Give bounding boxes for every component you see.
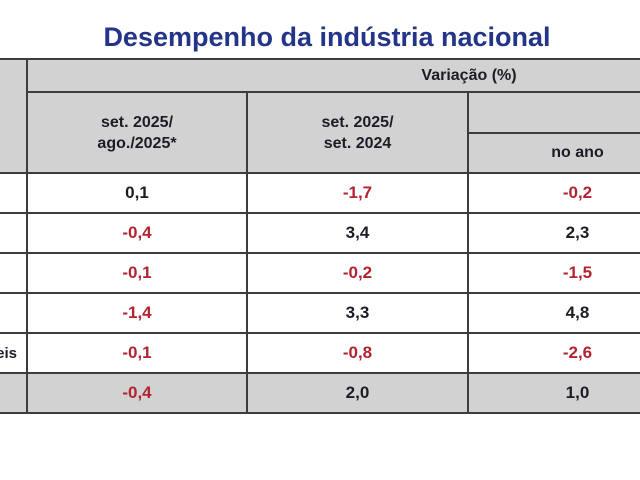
value-cell: 2,3: [469, 214, 640, 254]
value-cell: -0,2: [469, 174, 640, 214]
row-label: [0, 174, 28, 214]
header-line: ago./2025*: [97, 134, 177, 152]
row-label: [0, 254, 28, 294]
col-header-month-vs-prev-year: set. 2025/ set. 2024: [248, 93, 469, 174]
value-cell: -0,8: [248, 334, 469, 374]
value-cell: 0,1: [28, 174, 248, 214]
page-title: Desempenho da indústria nacional: [103, 22, 551, 52]
row-label: [0, 214, 28, 254]
value-cell: 2,0: [248, 374, 469, 414]
value-cell: -1,5: [469, 254, 640, 294]
accumulated-group-header-clipped: [469, 93, 640, 134]
row-label: eis: [0, 334, 28, 374]
header-line: set. 2025/: [321, 113, 394, 131]
value-cell: -0,4: [28, 374, 248, 414]
header-line: set. 2024: [323, 134, 392, 152]
value-cell: 3,3: [248, 294, 469, 334]
value-cell: -1,7: [248, 174, 469, 214]
value-cell: -0,1: [28, 334, 248, 374]
value-cell: -0,4: [28, 214, 248, 254]
value-cell: 4,8: [469, 294, 640, 334]
row-label: [0, 294, 28, 334]
variation-group-header: Variação (%): [28, 60, 640, 93]
row-label: [0, 374, 28, 414]
col-header-year-to-date: no ano: [469, 134, 640, 174]
header-line: set. 2025/: [100, 113, 174, 131]
table-corner-cell: [0, 60, 28, 174]
value-cell: 1,0: [469, 374, 640, 414]
col-header-month-vs-prev-month: set. 2025/ ago./2025*: [28, 93, 248, 174]
value-cell: 3,4: [248, 214, 469, 254]
value-cell: -0,2: [248, 254, 469, 294]
value-cell: -2,6: [469, 334, 640, 374]
value-cell: -0,1: [28, 254, 248, 294]
value-cell: -1,4: [28, 294, 248, 334]
industry-table: Variação (%) set. 2025/ ago./2025* set. …: [0, 58, 640, 414]
